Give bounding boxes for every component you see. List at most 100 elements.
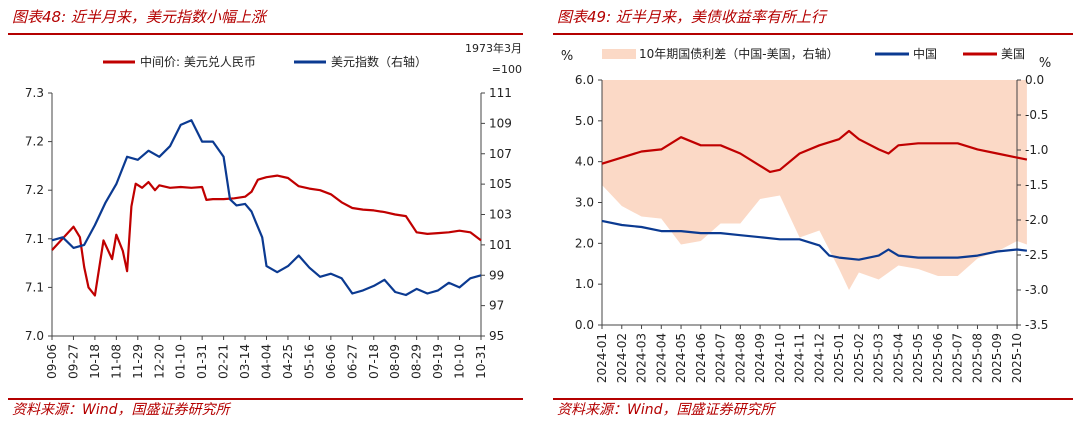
legend-label-dxy: 美元指数（右轴） <box>331 54 427 69</box>
x-tick-label-09-06: 09-06 <box>45 344 59 379</box>
y-right-tick-label--2.0: -2.0 <box>1025 213 1048 227</box>
x-tick-label-2025-01: 2025-01 <box>832 333 846 383</box>
x-tick-label-2024-03: 2024-03 <box>635 333 649 383</box>
x-tick-label-2024-09: 2024-09 <box>753 333 767 383</box>
series-area-spread <box>602 80 1027 290</box>
y-right-tick-label--3.0: -3.0 <box>1025 283 1048 297</box>
right-chart-legend: 10年期国债利差（中国-美国，右轴） 中国 美国 <box>602 46 1025 61</box>
x-tick-label-10-31: 10-31 <box>474 344 488 379</box>
right-axis-note-line1: 1973年3月 <box>465 41 522 55</box>
x-tick-label-2024-11: 2024-11 <box>793 333 807 383</box>
x-tick-label-2024-10: 2024-10 <box>773 333 787 383</box>
x-tick-label-2024-06: 2024-06 <box>694 333 708 383</box>
y-right-tick-label--1.0: -1.0 <box>1025 143 1048 157</box>
y-right-tick-label-111: 111 <box>489 86 512 100</box>
x-tick-label-2024-12: 2024-12 <box>812 333 826 383</box>
x-tick-label-07-18: 07-18 <box>367 344 381 379</box>
legend-label-cny: 中间价: 美元兑人民币 <box>140 54 256 69</box>
right-chart-axes: 0.0 1.0 2.0 3.0 4.0 5.0 6.0 -3.5 -3.0 -2.5 -2.0 -1.… <box>575 73 1049 383</box>
x-tick-label-04-25: 04-25 <box>281 344 295 379</box>
y-left-tick-label-3.0: 3.0 <box>575 196 594 210</box>
y-right-tick-label-99: 99 <box>489 268 504 282</box>
x-tick-label-11-29: 11-29 <box>131 344 145 379</box>
y-right-tick-label--0.5: -0.5 <box>1025 108 1048 122</box>
x-tick-label-2025-06: 2025-06 <box>931 333 945 383</box>
x-tick-label-12-20: 12-20 <box>152 344 166 379</box>
legend-label-us: 美国 <box>1001 47 1025 61</box>
y-right-tick-label--2.5: -2.5 <box>1025 248 1048 262</box>
x-tick-label-05-16: 05-16 <box>302 344 316 379</box>
right-axis-note-line2: =100 <box>492 63 522 76</box>
x-tick-label-2024-02: 2024-02 <box>615 333 629 383</box>
y-left-tick-label-7.3: 7.3 <box>25 86 44 100</box>
y-left-tick-label-5.0: 5.0 <box>575 114 594 128</box>
y-right-tick-label-101: 101 <box>489 238 512 252</box>
left-title-rule <box>8 33 523 35</box>
x-tick-label-06-06: 06-06 <box>324 344 338 379</box>
x-tick-label-10-18: 10-18 <box>88 344 102 379</box>
right-chart-spread-area <box>602 80 1027 290</box>
y-right-tick-label-0.0: 0.0 <box>1025 73 1044 87</box>
right-title-rule <box>553 33 1073 35</box>
series-line-2 <box>601 129 1028 173</box>
y-right-tick-label--3.5: -3.5 <box>1025 318 1048 332</box>
x-tick-label-02-21: 02-21 <box>217 344 231 379</box>
y-right-tick-label-105: 105 <box>489 177 512 191</box>
right-axis-unit: % <box>1039 56 1051 71</box>
x-tick-label-06-27: 06-27 <box>345 344 359 379</box>
legend-label-spread: 10年期国债利差（中国-美国，右轴） <box>639 46 839 61</box>
x-tick-label-01-31: 01-31 <box>195 344 209 379</box>
x-tick-label-2024-01: 2024-01 <box>595 333 609 383</box>
y-left-tick-label-7.1: 7.1 <box>25 280 44 294</box>
x-tick-label-2024-07: 2024-07 <box>714 333 728 383</box>
y-left-tick-label-2.0: 2.0 <box>575 236 594 250</box>
x-tick-label-2025-02: 2025-02 <box>852 333 866 383</box>
left-source-note: 资料来源：Wind，国盛证券研究所 <box>12 402 230 418</box>
left-chart-legend: 中间价: 美元兑人民币 美元指数（右轴） <box>103 54 427 69</box>
series-line-1 <box>601 219 1028 261</box>
y-left-tick-label-7.2: 7.2 <box>25 183 44 197</box>
y-right-tick-label-95: 95 <box>489 329 504 343</box>
left-bottom-rule <box>8 398 523 400</box>
left-chart-series <box>51 119 482 297</box>
x-tick-label-09-27: 09-27 <box>66 344 80 379</box>
x-tick-label-08-29: 08-29 <box>410 344 424 379</box>
x-tick-label-09-19: 09-19 <box>431 344 445 379</box>
left-chart-title: 图表48: 近半月来，美元指数小幅上涨 <box>12 8 266 26</box>
x-tick-label-2024-05: 2024-05 <box>674 333 688 383</box>
x-tick-label-2025-05: 2025-05 <box>911 333 925 383</box>
y-right-tick-label-97: 97 <box>489 299 504 313</box>
x-tick-label-2025-03: 2025-03 <box>872 333 886 383</box>
x-tick-label-08-09: 08-09 <box>388 344 402 379</box>
y-right-tick-label-103: 103 <box>489 208 512 222</box>
left-chart-panel: 图表48: 近半月来，美元指数小幅上涨 中间价: 美元兑人民币 美元指数（右轴）… <box>0 0 530 424</box>
right-chart-plot: 10年期国债利差（中国-美国，右轴） 中国 美国 % % 0.0 1.0 2.0 3.… <box>561 46 1051 383</box>
right-source-note: 资料来源：Wind，国盛证券研究所 <box>557 402 775 418</box>
x-tick-label-01-10: 01-10 <box>174 344 188 379</box>
y-left-tick-label-1.0: 1.0 <box>575 277 594 291</box>
y-left-tick-label-6.0: 6.0 <box>575 73 594 87</box>
y-right-tick-label-107: 107 <box>489 147 512 161</box>
right-bottom-rule <box>553 398 1073 400</box>
x-tick-label-10-10: 10-10 <box>453 344 467 379</box>
x-tick-label-03-14: 03-14 <box>238 344 252 379</box>
right-chart-series <box>601 129 1028 261</box>
y-left-tick-label-7.2: 7.2 <box>25 135 44 149</box>
left-axis-unit: % <box>561 49 573 64</box>
x-tick-label-2025-10: 2025-10 <box>1010 333 1024 383</box>
legend-label-china: 中国 <box>913 46 937 61</box>
x-tick-label-11-08: 11-08 <box>109 344 123 379</box>
right-chart-title: 图表49: 近半月来，美债收益率有所上行 <box>557 8 826 26</box>
right-chart-panel: 图表49: 近半月来，美债收益率有所上行 10年期国债利差（中国-美国，右轴） … <box>545 0 1080 424</box>
y-left-tick-label-0.0: 0.0 <box>575 318 594 332</box>
x-tick-label-2024-04: 2024-04 <box>654 333 668 383</box>
x-tick-label-04-04: 04-04 <box>260 344 274 379</box>
y-right-tick-label--1.5: -1.5 <box>1025 178 1048 192</box>
y-left-tick-label-7.0: 7.0 <box>25 329 44 343</box>
series-line-0 <box>51 174 482 297</box>
y-right-tick-label-109: 109 <box>489 116 512 130</box>
left-chart-plot: 中间价: 美元兑人民币 美元指数（右轴） 1973年3月 =100 7.0 7.1… <box>25 41 522 379</box>
left-chart-axes: 7.0 7.1 7.1 7.2 7.2 7.3 95 97 99 101 103 105 107 109 1… <box>25 86 512 379</box>
series-line-1 <box>51 119 482 297</box>
y-left-tick-label-4.0: 4.0 <box>575 155 594 169</box>
